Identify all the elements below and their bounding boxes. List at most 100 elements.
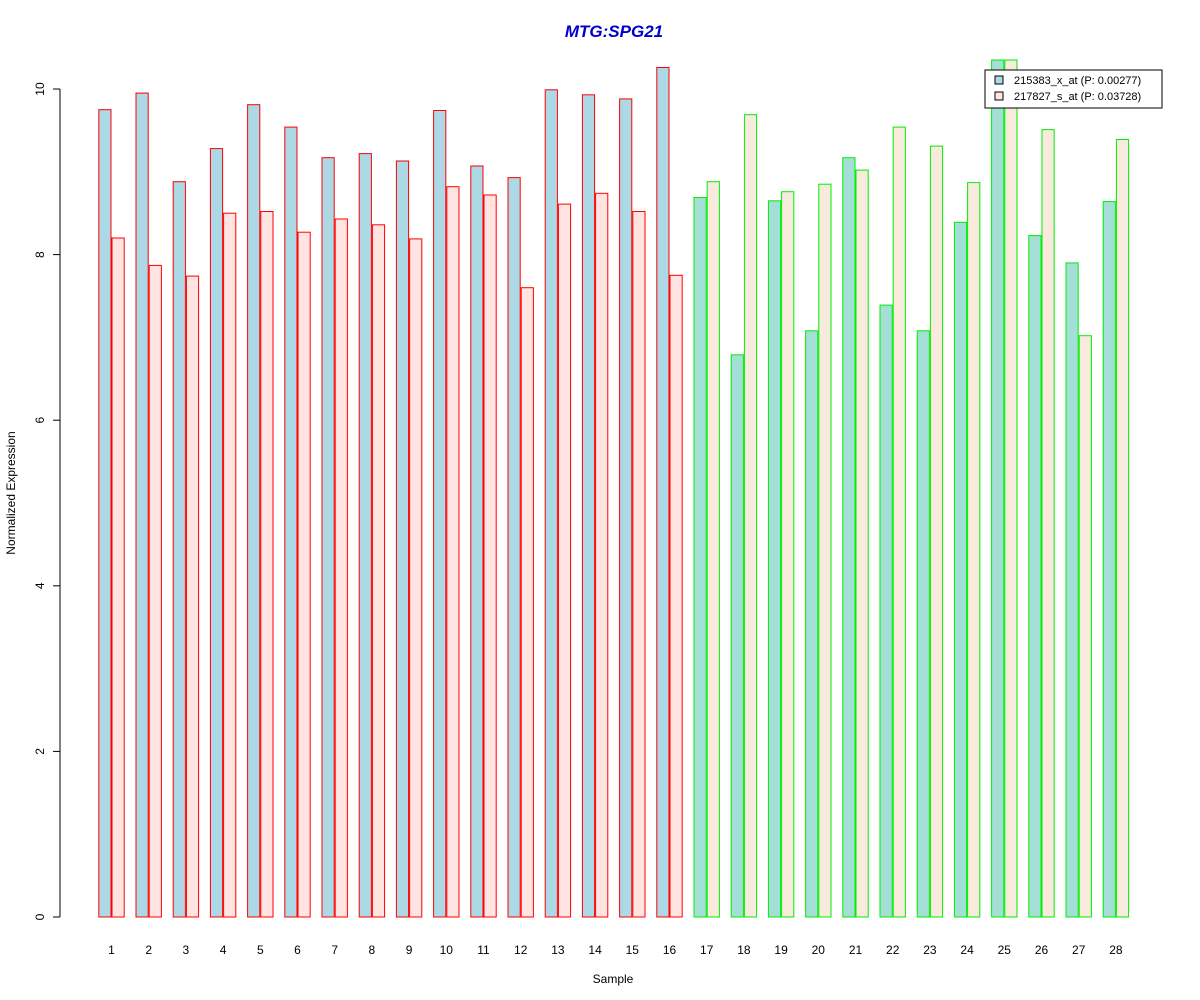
y-tick-label: 4 [33, 582, 47, 589]
legend-label-series-2: 217827_s_at (P: 0.03728) [1014, 91, 1141, 103]
bars [98, 59, 1130, 918]
bar-sample-23-series-2 [929, 145, 944, 918]
bar-sample-6-series-1 [284, 126, 298, 918]
legend-key-series-2 [994, 91, 1004, 101]
bar-sample-6-series-2 [297, 231, 311, 918]
bar-sample-21-series-1 [842, 157, 856, 918]
bar-sample-4-series-1 [209, 148, 224, 918]
bar-sample-9-series-1 [395, 160, 410, 918]
x-tick-label: 24 [960, 943, 974, 957]
bar-sample-17-series-1 [693, 197, 707, 918]
x-tick-label: 26 [1035, 943, 1049, 957]
chart-title: MTG:SPG21 [565, 22, 663, 41]
y-tick-label: 8 [33, 251, 47, 258]
legend-label-series-1: 215383_x_at (P: 0.00277) [1014, 75, 1141, 87]
bar-sample-5-series-1 [247, 104, 261, 918]
bar-sample-16-series-1 [656, 67, 670, 918]
bar-sample-9-series-2 [409, 238, 423, 918]
bar-sample-26-series-2 [1041, 129, 1055, 918]
bar-sample-16-series-2 [669, 274, 683, 918]
x-tick-label: 14 [588, 943, 602, 957]
bar-sample-22-series-2 [892, 126, 906, 918]
bar-sample-7-series-2 [334, 218, 348, 918]
bar-sample-17-series-2 [706, 181, 720, 918]
y-axis: 0 2 4 6 8 10 [33, 82, 61, 920]
bar-sample-14-series-1 [581, 94, 596, 918]
y-tick-label: 10 [33, 82, 47, 96]
bar-sample-10-series-2 [446, 186, 460, 918]
x-tick-label: 16 [663, 943, 677, 957]
bar-sample-4-series-2 [223, 212, 237, 918]
y-tick-label: 6 [33, 417, 47, 424]
x-tick-label: 6 [294, 943, 301, 957]
x-tick-label: 12 [514, 943, 528, 957]
x-tick-label: 27 [1072, 943, 1086, 957]
x-tick-labels: 1 2 3 4 5 6 7 8 9 10 11 12 13 14 15 16 17 18 19 20 21 22 23 24 2… [108, 943, 1123, 957]
y-tick-label: 0 [33, 913, 47, 920]
bar-sample-13-series-1 [544, 89, 558, 918]
x-tick-label: 4 [220, 943, 227, 957]
bar-sample-7-series-1 [321, 157, 335, 918]
bar-sample-20-series-2 [818, 183, 832, 918]
legend: 215383_x_at (P: 0.00277) 217827_s_at (P:… [984, 69, 1163, 109]
bar-sample-15-series-1 [619, 98, 633, 918]
x-tick-label: 1 [108, 943, 115, 957]
x-tick-label: 9 [406, 943, 413, 957]
x-tick-label: 15 [626, 943, 640, 957]
bar-sample-23-series-1 [916, 330, 930, 918]
x-tick-label: 2 [145, 943, 152, 957]
bar-sample-1-series-2 [111, 237, 125, 918]
x-tick-label: 5 [257, 943, 264, 957]
bar-sample-12-series-2 [520, 287, 534, 918]
x-tick-label: 10 [440, 943, 454, 957]
bar-sample-28-series-1 [1102, 201, 1116, 918]
bar-sample-24-series-2 [967, 182, 981, 918]
bar-sample-12-series-1 [507, 177, 521, 918]
bar-sample-2-series-1 [135, 92, 149, 918]
bar-sample-19-series-2 [781, 191, 795, 918]
x-tick-label: 17 [700, 943, 714, 957]
legend-box [984, 69, 1163, 109]
x-tick-label: 21 [849, 943, 863, 957]
bar-sample-8-series-1 [358, 153, 372, 918]
x-tick-label: 3 [183, 943, 190, 957]
bar-sample-22-series-1 [879, 304, 893, 918]
bar-sample-18-series-2 [743, 114, 758, 918]
bar-sample-20-series-1 [805, 330, 819, 918]
bar-sample-2-series-2 [148, 264, 162, 918]
bar-sample-11-series-2 [483, 194, 497, 918]
bar-sample-24-series-1 [953, 221, 968, 918]
x-tick-label: 11 [477, 943, 490, 957]
y-tick-label: 2 [33, 748, 47, 755]
bar-sample-8-series-2 [371, 224, 386, 918]
bar-sample-3-series-1 [172, 181, 186, 918]
x-tick-label: 8 [369, 943, 376, 957]
x-tick-label: 23 [923, 943, 937, 957]
bar-sample-13-series-2 [557, 203, 572, 918]
bar-sample-14-series-2 [595, 192, 609, 918]
bar-sample-21-series-2 [855, 169, 869, 918]
bar-sample-15-series-2 [632, 211, 646, 918]
bar-sample-25-series-2 [1004, 59, 1018, 918]
x-axis-title: Sample [593, 972, 634, 986]
bar-sample-3-series-2 [185, 275, 200, 918]
x-tick-label: 25 [998, 943, 1012, 957]
bar-sample-27-series-2 [1078, 335, 1092, 918]
x-tick-label: 18 [737, 943, 751, 957]
bar-sample-19-series-1 [767, 200, 782, 918]
bar-sample-27-series-1 [1065, 262, 1079, 918]
x-tick-label: 20 [812, 943, 826, 957]
x-tick-label: 13 [551, 943, 565, 957]
bar-sample-25-series-1 [991, 59, 1005, 918]
bar-sample-11-series-1 [470, 165, 484, 918]
bar-sample-5-series-2 [260, 211, 274, 918]
x-tick-label: 19 [774, 943, 788, 957]
bar-sample-10-series-1 [433, 110, 447, 918]
x-tick-label: 22 [886, 943, 900, 957]
bar-sample-26-series-1 [1028, 235, 1042, 918]
bar-sample-1-series-1 [98, 109, 112, 918]
y-axis-title: Normalized Expression [4, 431, 18, 554]
legend-key-series-1 [994, 75, 1004, 85]
x-tick-label: 28 [1109, 943, 1123, 957]
